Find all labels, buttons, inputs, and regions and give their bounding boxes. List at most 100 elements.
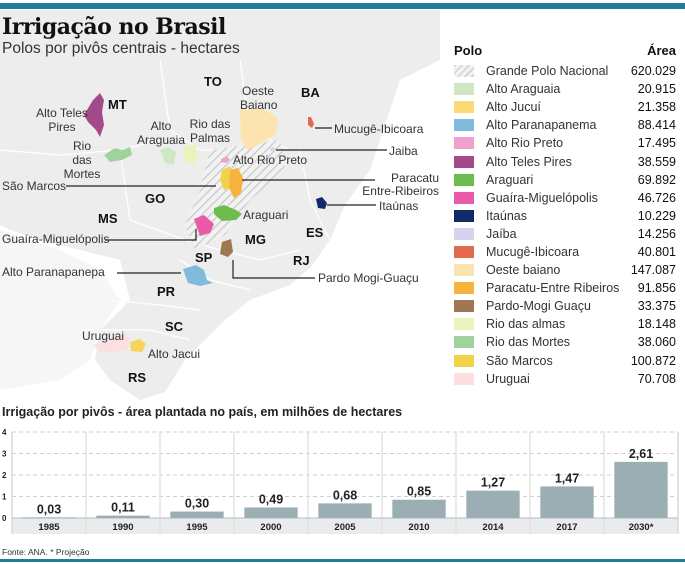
legend-item-value: 20.915	[637, 82, 676, 97]
legend-item-value: 38.559	[637, 154, 676, 169]
bar-value-label: 1,27	[481, 476, 505, 490]
page-title: Irrigação no Brasil	[2, 14, 226, 40]
x-tick-label: 1995	[186, 522, 208, 533]
state-label-to: TO	[204, 74, 222, 89]
legend-item-value: 70.708	[637, 371, 676, 386]
y-tick-label: 1	[2, 493, 7, 502]
state-label-pr: PR	[157, 284, 176, 299]
bar-value-label: 0,03	[37, 502, 61, 516]
legend-item: Alto Jucuí 21.358	[454, 98, 680, 116]
legend-header-area: Área	[647, 42, 676, 58]
state-label-ba: BA	[301, 85, 320, 100]
state-label-go: GO	[145, 191, 166, 206]
legend-item-value: 88.414	[637, 118, 676, 133]
label-mucuge-ibicoara: Mucugê-Ibicoara	[334, 122, 424, 136]
legend-item: Alto Teles Pires 38.559	[454, 152, 680, 170]
legend-item-name: Paracatu-Entre Ribeiros	[486, 281, 620, 296]
label-alto-paranapanema: Alto Paranapanepa	[2, 265, 105, 279]
label-paracatu-line1: Paracatu	[390, 171, 439, 185]
legend-swatch	[454, 191, 474, 204]
bar	[244, 507, 298, 518]
polo-mucuge-ibicoara	[308, 117, 314, 128]
label-rio-das-palmas: Rio das Palmas	[189, 117, 231, 145]
polo-alto-teles-pires	[84, 93, 104, 137]
legend-item-name: Rio das Mortes	[486, 335, 571, 350]
legend-item-name: Araguari	[486, 172, 534, 187]
bar-value-label: 1,47	[555, 471, 579, 485]
legend-item-value: 10.229	[637, 208, 676, 223]
polo-paracatu	[229, 168, 243, 198]
label-alto-jacui: Alto Jacui	[148, 347, 201, 361]
label-itaunas: Itaúnas	[379, 199, 419, 213]
label-jaiba: Jaiba	[389, 144, 418, 158]
legend-item: Rio das Mortes 38.060	[454, 333, 680, 351]
label-guaira-miguelopolis: Guaíra-Miguelópolis	[2, 232, 110, 246]
y-tick-label: 2	[2, 471, 7, 480]
legend-swatch	[454, 173, 474, 186]
legend-item: São Marcos 100.872	[454, 352, 680, 370]
polo-alto-rio-preto	[221, 156, 230, 163]
state-label-mg: MG	[245, 232, 266, 247]
legend-item-name: Itaúnas	[486, 208, 528, 223]
label-paracatu-line2: Entre-Ribeiros	[362, 184, 439, 198]
legend-item: Itaúnas 10.229	[454, 207, 680, 225]
polo-alto-paranapanema	[183, 265, 213, 286]
legend-item: Alto Rio Preto 17.495	[454, 134, 680, 152]
label-pardo-mogi-guacu: Pardo Mogi-Guaçu	[318, 271, 419, 285]
legend-swatch	[454, 336, 474, 349]
legend-swatch	[454, 119, 474, 132]
legend-item-value: 147.087	[630, 263, 676, 278]
leader-lines	[66, 127, 387, 279]
legend-item-value: 100.872	[630, 353, 676, 368]
x-tick-label: 2010	[408, 522, 429, 533]
polo-alto-jacui	[130, 339, 146, 352]
legend-swatch	[454, 209, 474, 222]
x-tick-label: 1990	[112, 522, 133, 533]
bar-chart-title: Irrigação por pivôs - área plantada no p…	[2, 405, 403, 419]
y-tick-label: 0	[2, 514, 7, 523]
legend-swatch	[454, 83, 474, 96]
state-label-rj: RJ	[293, 253, 310, 268]
polo-oeste-baiano	[240, 108, 278, 150]
bar-chart: 0 1 2 3 4 0,03 1985 0,11 1990 0,30 1995 0,49 2000 0,6…	[2, 428, 679, 534]
legend-item-name: Grande Polo Nacional	[486, 64, 609, 79]
polo-uruguai	[93, 335, 130, 353]
x-axis-band	[12, 518, 678, 534]
source-note: Fonte: ANA. * Projeção	[2, 547, 90, 557]
legend-item-name: Rio das almas	[486, 317, 566, 332]
legend-item-name: Guaíra-Miguelópolis	[486, 190, 598, 205]
legend-item-name: Mucugê-Ibicoara	[486, 244, 580, 259]
bar-value-label: 2,61	[629, 447, 653, 461]
legend-swatch	[454, 318, 474, 331]
polo-itaunas	[316, 197, 327, 209]
legend: Polo Área Grande Polo Nacional 620.029 Alt…	[454, 38, 680, 388]
legend-swatch	[454, 101, 474, 114]
bar	[392, 499, 446, 518]
legend-swatch	[454, 372, 474, 385]
top-accent-bar	[0, 3, 685, 9]
legend-swatch	[454, 155, 474, 168]
label-alto-araguaia: Alto Araguaia	[136, 119, 186, 147]
label-araguari: Araguari	[243, 208, 289, 222]
bar	[540, 486, 594, 518]
state-label-es: ES	[306, 225, 324, 240]
legend-item: Pardo-Mogi Guaçu 33.375	[454, 297, 680, 315]
page-subtitle: Polos por pivôs centrais - hectares	[2, 40, 240, 57]
legend-item-name: Jaíba	[486, 226, 517, 241]
legend-item-name: Alto Teles Pires	[486, 154, 572, 169]
legend-item-value: 17.495	[637, 136, 676, 151]
polo-rio-das-mortes	[104, 147, 132, 162]
polo-rio-das-palmas	[184, 144, 198, 165]
legend-item-value: 69.892	[637, 172, 676, 187]
legend-swatch	[454, 227, 474, 240]
brazil-map	[0, 10, 440, 400]
state-label-ms: MS	[98, 211, 118, 226]
bottom-accent-bar	[0, 559, 685, 562]
legend-item-name: Alto Paranapanema	[486, 118, 597, 133]
legend-item: Grande Polo Nacional 620.029	[454, 62, 680, 80]
state-label-sp: SP	[195, 250, 213, 265]
bar	[614, 461, 668, 518]
legend-item: Jaíba 14.256	[454, 225, 680, 243]
label-oeste-baiano: Oeste Baiano	[240, 84, 278, 112]
legend-item-value: 620.029	[630, 64, 676, 79]
